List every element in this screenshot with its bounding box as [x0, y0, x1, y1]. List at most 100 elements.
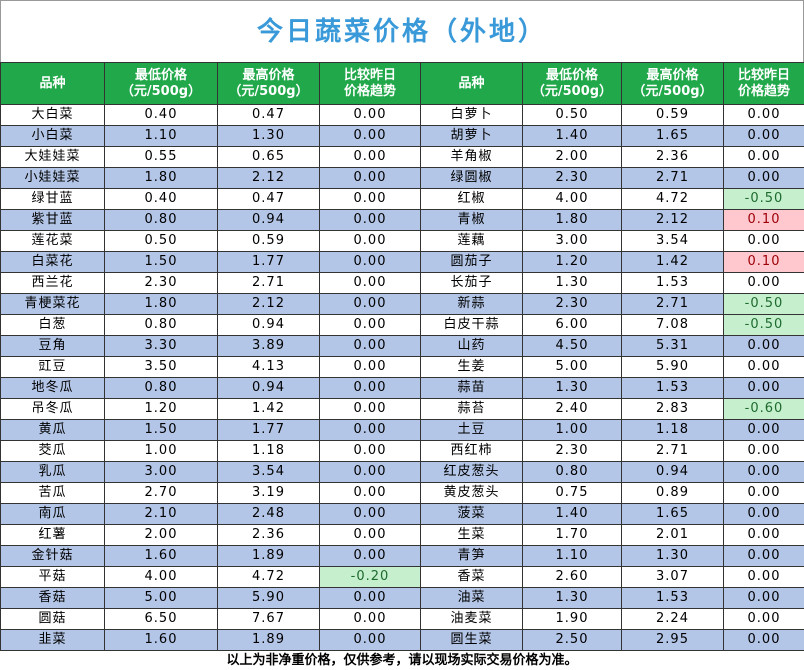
vegetable-name: 金针菇	[1, 546, 105, 567]
price-trend: 0.10	[724, 252, 804, 273]
price: 2.01	[622, 525, 724, 546]
price-trend: 0.00	[320, 420, 421, 441]
price: 0.40	[105, 105, 218, 126]
price-trend: 0.00	[320, 189, 421, 210]
header-cell: 最低价格（元/500g）	[523, 63, 622, 105]
vegetable-name: 黄瓜	[1, 420, 105, 441]
vegetable-name: 红椒	[421, 189, 523, 210]
vegetable-name: 大娃娃菜	[1, 147, 105, 168]
vegetable-name: 黄皮葱头	[421, 483, 523, 504]
price: 0.59	[218, 231, 320, 252]
header-line: 价格趋势	[320, 84, 420, 100]
price: 6.00	[523, 315, 622, 336]
price: 1.40	[523, 504, 622, 525]
price-trend: 0.00	[320, 588, 421, 609]
price-trend: 0.00	[320, 441, 421, 462]
price: 1.89	[218, 630, 320, 651]
price: 0.80	[105, 378, 218, 399]
price: 1.00	[105, 441, 218, 462]
vegetable-name: 圆生菜	[421, 630, 523, 651]
price-trend: 0.00	[724, 567, 804, 588]
vegetable-name: 香菇	[1, 588, 105, 609]
price-trend: 0.00	[724, 609, 804, 630]
price: 2.70	[105, 483, 218, 504]
title: 今日蔬菜价格（外地）	[0, 0, 804, 62]
price-trend: 0.00	[320, 252, 421, 273]
price-trend: 0.00	[320, 609, 421, 630]
price: 0.40	[105, 189, 218, 210]
price: 2.30	[523, 441, 622, 462]
vegetable-name: 蒜苗	[421, 378, 523, 399]
vegetable-name: 乳瓜	[1, 462, 105, 483]
price-trend: 0.00	[320, 210, 421, 231]
price: 2.12	[218, 294, 320, 315]
price: 2.24	[622, 609, 724, 630]
vegetable-name: 西兰花	[1, 273, 105, 294]
price: 2.95	[622, 630, 724, 651]
vegetable-name: 白皮干蒜	[421, 315, 523, 336]
header-cell: 最高价格（元/500g）	[218, 63, 320, 105]
price-trend: 0.00	[320, 399, 421, 420]
price-trend: -0.60	[724, 399, 804, 420]
price: 1.65	[622, 126, 724, 147]
price: 2.36	[218, 525, 320, 546]
price: 2.30	[523, 294, 622, 315]
price: 1.40	[523, 126, 622, 147]
vegetable-name: 绿圆椒	[421, 168, 523, 189]
price: 0.65	[218, 147, 320, 168]
price: 1.53	[622, 273, 724, 294]
price: 1.42	[218, 399, 320, 420]
price-trend: 0.00	[724, 378, 804, 399]
price: 1.30	[218, 126, 320, 147]
header-cell: 最低价格（元/500g）	[105, 63, 218, 105]
price-trend: -0.20	[320, 567, 421, 588]
price: 7.67	[218, 609, 320, 630]
price-trend: 0.00	[320, 294, 421, 315]
price: 2.40	[523, 399, 622, 420]
vegetable-name: 苦瓜	[1, 483, 105, 504]
price: 1.70	[523, 525, 622, 546]
vegetable-name: 茭瓜	[1, 441, 105, 462]
price: 3.54	[622, 231, 724, 252]
vegetable-name: 韭菜	[1, 630, 105, 651]
price: 2.48	[218, 504, 320, 525]
price: 0.50	[523, 105, 622, 126]
price: 5.90	[622, 357, 724, 378]
vegetable-name: 胡萝卜	[421, 126, 523, 147]
vegetable-name: 新蒜	[421, 294, 523, 315]
vegetable-name: 南瓜	[1, 504, 105, 525]
price: 1.80	[105, 168, 218, 189]
price: 1.60	[105, 546, 218, 567]
price-trend: 0.00	[724, 126, 804, 147]
vegetable-name: 青椒	[421, 210, 523, 231]
price-trend: 0.10	[724, 210, 804, 231]
vegetable-name: 香菜	[421, 567, 523, 588]
vegetable-name: 菠菜	[421, 504, 523, 525]
vegetable-name: 土豆	[421, 420, 523, 441]
price-trend: 0.00	[724, 420, 804, 441]
price: 0.47	[218, 189, 320, 210]
header-line: （元/500g）	[218, 84, 319, 100]
header-line: 品种	[1, 76, 104, 92]
price: 2.71	[218, 273, 320, 294]
price: 7.08	[622, 315, 724, 336]
price: 1.89	[218, 546, 320, 567]
price: 1.80	[523, 210, 622, 231]
price: 2.71	[622, 168, 724, 189]
price: 1.10	[523, 546, 622, 567]
price: 0.89	[622, 483, 724, 504]
price-trend: 0.00	[320, 336, 421, 357]
price: 0.59	[622, 105, 724, 126]
price: 2.00	[105, 525, 218, 546]
price: 2.12	[622, 210, 724, 231]
header-row: 品种最低价格（元/500g）最高价格（元/500g）比较昨日价格趋势品种最低价格…	[1, 63, 804, 105]
price: 4.50	[523, 336, 622, 357]
